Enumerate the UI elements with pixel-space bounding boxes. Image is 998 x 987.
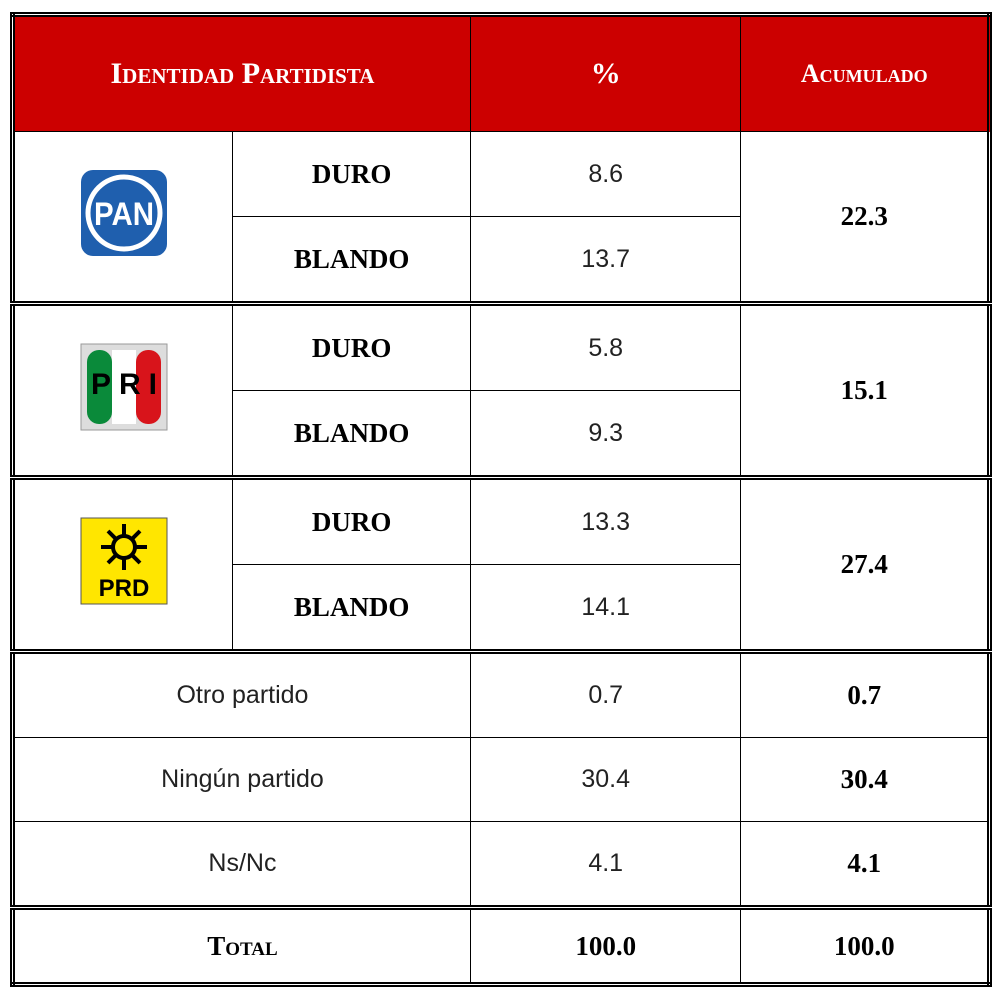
label: DURO [232,131,471,217]
row: BLANDO 14.1 [13,564,990,652]
logo-text: PAN [94,196,154,232]
prd-logo: PRD [80,517,168,605]
label: BLANDO [232,390,471,478]
logo-text: PRD [98,575,149,602]
label: Otro partido [12,649,471,738]
acumulado: 0.7 [740,649,990,738]
label: BLANDO [232,216,471,304]
pct: 8.6 [469,131,742,217]
label: BLANDO [232,564,471,652]
row: PRD DURO 13.3 27.4 [11,475,990,652]
logo-cell: PAN [11,131,234,304]
total-row: Total 100.0 100.0 [12,905,990,985]
pct: 30.4 [469,737,742,822]
header-cell: % [469,14,742,132]
label: DURO [232,475,471,565]
pan-logo: PAN [80,170,167,256]
row: Otro partido 0.7 0.7 [12,649,990,738]
label: Ningún partido [12,737,471,822]
pct: 13.7 [469,216,742,304]
logo-cell: PRD [11,475,234,652]
acumulado: 22.3 [740,131,990,304]
label: Ns/Nc [12,821,471,908]
row: Ningún partido 30.4 30.4 [12,737,990,822]
identity-table: Identidad Partidista % Acumulado PAN DUR… [10,12,992,987]
row: PRI DURO 5.8 15.1 [11,301,990,478]
pct: 13.3 [469,475,742,565]
acumulado: 4.1 [740,821,990,908]
pct: 5.8 [469,301,742,391]
pct: 9.3 [469,390,742,478]
label: Total [12,905,471,985]
row: Ns/Nc 4.1 4.1 [12,821,990,908]
pct: 100.0 [469,905,742,985]
pct: 14.1 [469,564,742,652]
header-row: Identidad Partidista % Acumulado [12,14,990,132]
header-cell: Acumulado [740,14,990,132]
header-cell: Identidad Partidista [12,14,471,132]
pri-logo: PRI [80,343,168,431]
label: DURO [232,301,471,391]
acumulado: 30.4 [740,737,990,822]
row: PAN DURO 8.6 22.3 [11,131,990,304]
acumulado: 100.0 [740,905,990,985]
pct: 4.1 [469,821,742,908]
acumulado: 15.1 [740,301,990,478]
logo-cell: PRI [11,301,234,478]
acumulado: 27.4 [740,475,990,652]
pct: 0.7 [469,649,742,738]
row: BLANDO 9.3 [13,390,990,478]
